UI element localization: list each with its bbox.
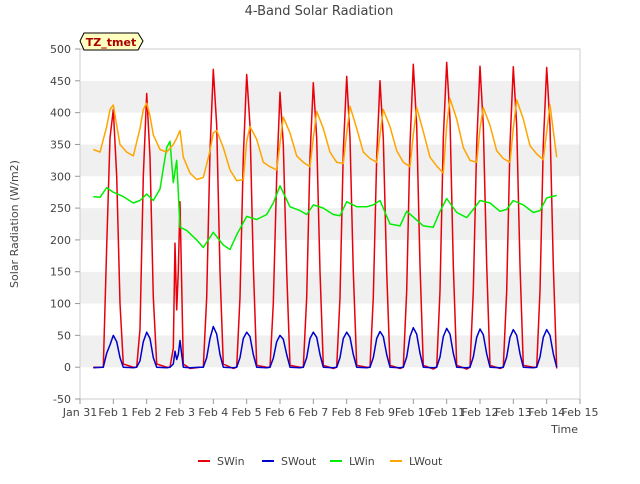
grid-band (80, 112, 580, 145)
y-tick-label: 100 (50, 298, 71, 311)
chart-title: 4-Band Solar Radiation (245, 4, 394, 19)
y-tick-label: 450 (50, 75, 71, 88)
series-line-lwout (93, 97, 558, 182)
x-tick-label: Feb 14 (528, 406, 565, 419)
x-tick-label: Feb 8 (332, 406, 362, 419)
grid-band (80, 49, 580, 81)
grid-band (80, 271, 580, 304)
y-tick-label: 50 (57, 329, 71, 342)
legend-label-lwin: LWin (349, 455, 375, 468)
grid-band (80, 367, 580, 399)
x-axis-ticks: Jan 31 Feb 1 Feb 2 Feb 3 Feb 4 Feb 5 Feb 6 Feb … (62, 399, 599, 419)
x-tick-label: Jan 31 (62, 406, 97, 419)
grid-band (80, 335, 580, 368)
y-tick-label: 150 (50, 266, 71, 279)
y-tick-label: 250 (50, 202, 71, 215)
grid-band (80, 239, 580, 272)
x-axis-label: Time (550, 423, 578, 436)
legend: SWin SWout LWin LWout (198, 455, 443, 468)
legend-label-swout: SWout (281, 455, 317, 468)
y-tick-label: 500 (50, 43, 71, 56)
site-label-box: TZ_tmet (79, 32, 144, 51)
grid-bands (80, 49, 580, 399)
y-tick-label: 350 (50, 138, 71, 151)
x-tick-label: Feb 9 (365, 406, 395, 419)
plot-area-border (79, 48, 581, 400)
grid-band (80, 144, 580, 177)
site-label-shape (79, 32, 144, 51)
y-tick-label: 300 (50, 170, 71, 183)
x-tick-label: Feb 4 (198, 406, 228, 419)
series-lines (93, 61, 558, 370)
x-tick-label: Feb 3 (165, 406, 195, 419)
x-tick-label: Feb 13 (495, 406, 532, 419)
grid-band (80, 303, 580, 336)
legend-label-swin: SWin (217, 455, 245, 468)
x-tick-label: Feb 2 (132, 406, 162, 419)
x-tick-label: Feb 15 (562, 406, 599, 419)
y-tick-label: 0 (64, 361, 71, 374)
y-axis-ticks: -50 0 50 100 150 200 250 300 350 400 450 500 (50, 43, 80, 406)
site-label: TZ_tmet (86, 36, 136, 49)
grid-band (80, 208, 580, 240)
series-line-swout (93, 325, 558, 369)
x-tick-label: Feb 6 (265, 406, 295, 419)
x-tick-label: Feb 1 (98, 406, 128, 419)
y-tick-label: 400 (50, 107, 71, 120)
x-tick-label: Feb 7 (298, 406, 328, 419)
grid-band (80, 176, 580, 209)
x-tick-label: Feb 5 (232, 406, 262, 419)
x-tick-label: Feb 12 (462, 406, 499, 419)
grid-band (80, 80, 580, 113)
y-axis-label: Solar Radiation (W/m2) (8, 160, 21, 288)
x-tick-label: Feb 11 (428, 406, 465, 419)
legend-label-lwout: LWout (409, 455, 443, 468)
series-line-lwin (93, 140, 557, 251)
y-tick-label: 200 (50, 234, 71, 247)
x-tick-label: Feb 10 (395, 406, 432, 419)
y-tick-label: -50 (53, 393, 71, 406)
